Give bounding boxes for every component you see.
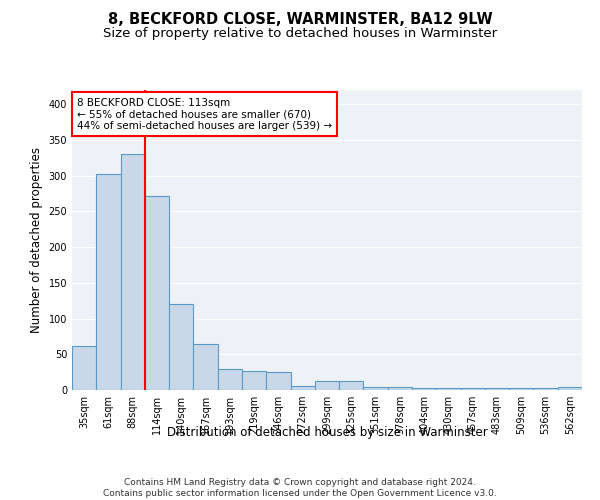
Bar (121, 154, 145, 390)
Bar (364, 387, 388, 390)
Bar (339, 382, 364, 390)
Text: 8, BECKFORD CLOSE, WARMINSTER, BA12 9LW: 8, BECKFORD CLOSE, WARMINSTER, BA12 9LW (107, 12, 493, 28)
Bar (72, 346, 96, 390)
Bar (266, 372, 290, 390)
Bar (558, 387, 582, 390)
Bar (96, 174, 121, 390)
Bar (145, 196, 169, 390)
Text: 8 BECKFORD CLOSE: 113sqm
← 55% of detached houses are smaller (670)
44% of semi-: 8 BECKFORD CLOSE: 113sqm ← 55% of detach… (77, 98, 332, 130)
Bar (388, 387, 412, 390)
Bar (436, 388, 461, 390)
Bar (412, 388, 436, 390)
Text: Size of property relative to detached houses in Warminster: Size of property relative to detached ho… (103, 28, 497, 40)
Bar (193, 344, 218, 390)
Bar (315, 382, 339, 390)
Bar (290, 386, 315, 390)
Bar (509, 388, 533, 390)
Bar (169, 304, 193, 390)
Y-axis label: Number of detached properties: Number of detached properties (30, 147, 43, 333)
Bar (485, 388, 509, 390)
Bar (218, 370, 242, 390)
Bar (461, 388, 485, 390)
Bar (242, 370, 266, 390)
Text: Distribution of detached houses by size in Warminster: Distribution of detached houses by size … (167, 426, 487, 439)
Bar (533, 388, 558, 390)
Text: Contains HM Land Registry data © Crown copyright and database right 2024.
Contai: Contains HM Land Registry data © Crown c… (103, 478, 497, 498)
